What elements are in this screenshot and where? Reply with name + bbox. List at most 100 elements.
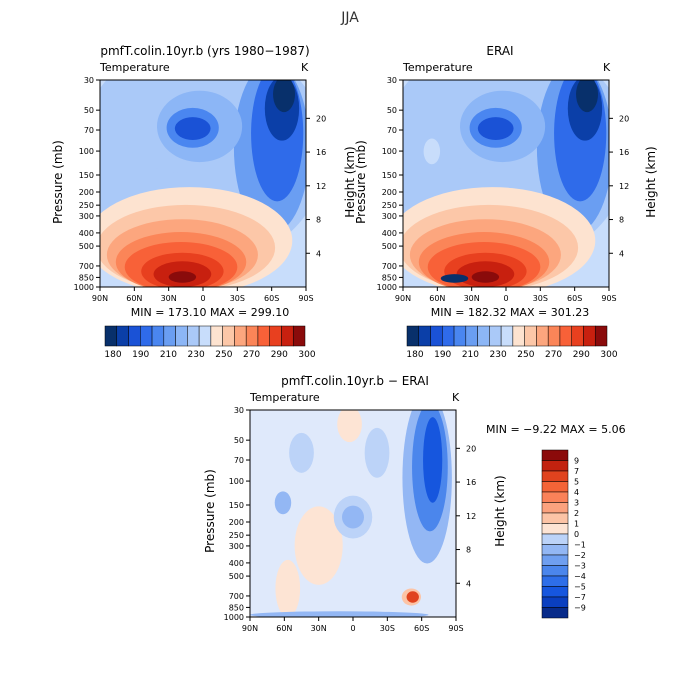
y-tick-label: 150 <box>229 501 244 510</box>
y-tick-label: 150 <box>382 171 397 180</box>
colorbar-swatch <box>541 607 569 619</box>
contour-band <box>423 138 441 165</box>
y-tick-label: 200 <box>229 518 244 527</box>
colorbar-swatch <box>187 325 200 347</box>
contour-band <box>423 417 443 503</box>
y-tick-label: 150 <box>79 171 94 180</box>
colorbar-label: 7 <box>574 467 579 476</box>
y-right-tick-label: 20 <box>316 114 326 123</box>
panel2-ylabel-right: Height (km) <box>644 146 658 218</box>
colorbar-swatch <box>222 325 235 347</box>
colorbar-label: −9 <box>574 604 586 613</box>
y-tick-label: 850 <box>229 603 244 612</box>
colorbar-swatch <box>257 325 270 347</box>
colorbar-swatch <box>245 325 259 347</box>
y-tick-label: 70 <box>234 456 244 465</box>
colorbar-swatch <box>536 325 549 347</box>
y-tick-label: 70 <box>387 126 397 135</box>
x-tick-label: 30S <box>533 294 548 303</box>
colorbar-label: 250 <box>215 350 232 360</box>
x-tick-label: 90S <box>448 624 463 633</box>
colorbar-label: 1 <box>574 520 579 529</box>
colorbar-label: 180 <box>104 350 121 360</box>
y-tick-label: 100 <box>229 477 244 486</box>
colorbar-swatch <box>541 512 569 524</box>
contour-band <box>364 427 390 478</box>
y-tick-label: 200 <box>79 188 94 197</box>
panel3-title: pmfT.colin.10yr.b − ERAI <box>281 374 429 388</box>
contour-band <box>168 271 197 283</box>
y-tick-label: 300 <box>382 212 397 221</box>
panel3-min-max: MIN = −9.22 MAX = 5.06 <box>486 423 626 436</box>
panel2-colorbar: 180 190 210 230 250 270 290 300 <box>406 325 617 360</box>
colorbar-label: −7 <box>574 593 586 602</box>
colorbar-swatch <box>269 325 282 347</box>
colorbar-label: 0 <box>574 530 579 539</box>
colorbar-swatch <box>104 325 118 347</box>
y-tick-label: 100 <box>79 147 94 156</box>
panel2-subtitle: Temperature <box>403 61 473 74</box>
y-tick-label: 500 <box>382 242 397 251</box>
colorbar-swatch <box>500 325 514 347</box>
y-right-tick-label: 4 <box>316 249 321 258</box>
colorbar-label: 180 <box>406 350 423 360</box>
y-right-tick-label: 8 <box>316 216 321 225</box>
y-tick-label: 30 <box>84 76 94 85</box>
colorbar-label: 2 <box>574 509 579 518</box>
colorbar-swatch <box>198 325 212 347</box>
y-tick-label: 250 <box>229 531 244 540</box>
colorbar-label: 190 <box>434 350 451 360</box>
y-right-tick-label: 20 <box>466 444 476 453</box>
y-tick-label: 1000 <box>74 283 94 292</box>
panel3-plot: 305070100150200250300400500700850100090N… <box>224 406 477 633</box>
colorbar-swatch <box>594 325 608 347</box>
x-tick-label: 90N <box>92 294 108 303</box>
colorbar-swatch <box>541 565 569 577</box>
x-tick-label: 60S <box>264 294 279 303</box>
colorbar-swatch <box>541 502 569 514</box>
y-tick-label: 300 <box>229 542 244 551</box>
y-tick-label: 300 <box>79 212 94 221</box>
colorbar-swatch <box>571 325 584 347</box>
y-tick-label: 50 <box>84 106 94 115</box>
y-right-tick-label: 8 <box>466 546 471 555</box>
colorbar-swatch <box>489 325 502 347</box>
colorbar-swatch <box>140 325 153 347</box>
x-tick-label: 60S <box>414 624 429 633</box>
x-tick-label: 90S <box>601 294 616 303</box>
x-tick-label: 90N <box>395 294 411 303</box>
colorbar-label: 210 <box>462 350 479 360</box>
colorbar-swatch <box>175 325 188 347</box>
colorbar-label: −1 <box>574 541 586 550</box>
contour-band <box>289 432 314 473</box>
colorbar-label: 3 <box>574 499 579 508</box>
colorbar-swatch <box>512 325 525 347</box>
contour-band <box>250 611 429 617</box>
colorbar-swatch <box>442 325 455 347</box>
y-tick-label: 250 <box>79 201 94 210</box>
colorbar-label: 230 <box>188 350 205 360</box>
x-tick-label: 0 <box>350 624 355 633</box>
panel2-units: K <box>603 61 611 74</box>
colorbar-swatch <box>541 586 569 598</box>
panel2-plot: 305070100150200250300400500700850100090N… <box>377 76 630 303</box>
y-right-tick-label: 16 <box>619 148 629 157</box>
y-tick-label: 400 <box>79 229 94 238</box>
colorbar-label: −3 <box>574 562 586 571</box>
contour-band <box>174 117 211 140</box>
x-tick-label: 0 <box>200 294 205 303</box>
colorbar-swatch <box>524 325 537 347</box>
panel3-contour-field <box>250 410 456 617</box>
y-tick-label: 500 <box>79 242 94 251</box>
colorbar-swatch <box>541 491 569 503</box>
x-tick-label: 30N <box>464 294 480 303</box>
colorbar-label: 290 <box>271 350 288 360</box>
panel1-plot: 305070100150200250300400500700850100090N… <box>74 76 327 303</box>
panel1-contour-field <box>100 80 306 287</box>
colorbar-swatch <box>541 544 569 556</box>
y-tick-label: 50 <box>387 106 397 115</box>
contour-band <box>477 117 514 140</box>
contour-band <box>275 559 301 617</box>
panel3-colorbar: 97 54 32 10 −1−2 −3−4 −5−7 −9 <box>541 449 586 619</box>
x-tick-label: 0 <box>503 294 508 303</box>
